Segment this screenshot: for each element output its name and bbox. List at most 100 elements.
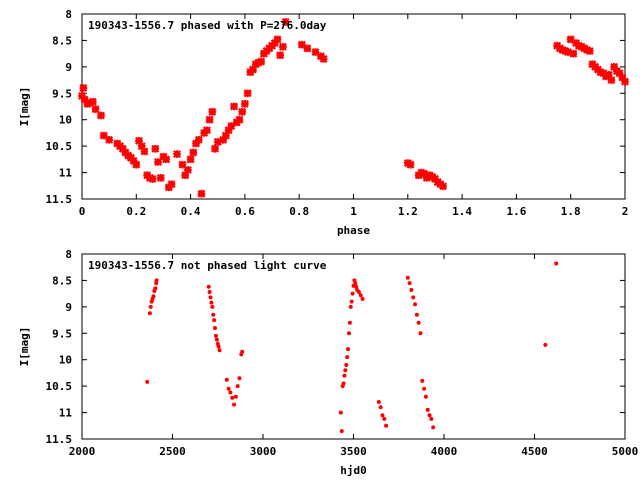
data-point (135, 136, 143, 145)
data-point (173, 150, 182, 159)
unphased-y-tick-label: 11.5 (46, 433, 73, 446)
data-point (148, 304, 153, 309)
data-point (319, 54, 328, 63)
data-point (178, 160, 187, 169)
phased-y-tick-label: 9 (65, 61, 72, 74)
data-point (341, 381, 346, 386)
data-point (297, 40, 306, 49)
data-point (249, 65, 258, 74)
data-point (382, 416, 387, 421)
phased-light-curve-panel: 0 0.2 0.4 0.6 0.8 1 1.2 1.4 1.6 1.8 2 8 8.5 9 9.5 10 10.… (18, 8, 629, 237)
data-point (202, 126, 211, 135)
unphased-plot-x-axis-label: hjd0 (340, 464, 367, 477)
data-point (145, 379, 150, 384)
unphased-plot-ticks: 2000 2500 3000 3500 4000 4500 5000 8 8.5 9 9.5 10 10… (46, 248, 639, 458)
data-point (343, 368, 348, 373)
data-point (358, 293, 363, 298)
data-point (439, 182, 448, 191)
data-point (257, 57, 266, 66)
data-point (564, 48, 572, 57)
data-point (607, 76, 616, 85)
data-point (411, 295, 416, 300)
data-point (230, 395, 235, 400)
data-point (238, 107, 247, 116)
data-point (348, 304, 353, 309)
unphased-plot-points (145, 261, 559, 434)
data-point (118, 144, 127, 153)
data-point (240, 99, 249, 108)
data-point (384, 423, 389, 428)
data-point (221, 131, 230, 140)
data-point (303, 44, 312, 53)
phased-plot-x-axis-label: phase (337, 224, 370, 237)
data-point (194, 135, 203, 144)
data-point (270, 39, 279, 48)
data-point (554, 261, 559, 266)
data-point (566, 35, 575, 44)
data-point (224, 377, 229, 382)
data-point (197, 189, 206, 198)
data-point (189, 148, 198, 157)
data-point (281, 17, 290, 26)
data-point (80, 95, 89, 104)
data-point (156, 173, 165, 182)
data-point (338, 410, 343, 415)
phased-y-tick-label: 9.5 (52, 87, 72, 100)
data-point (154, 158, 162, 166)
data-point (132, 160, 141, 169)
data-point (214, 337, 219, 342)
data-point (376, 400, 381, 404)
data-point (431, 425, 436, 430)
unphased-y-tick-label: 10.5 (46, 380, 73, 393)
data-point (423, 394, 428, 399)
phased-y-tick-label: 8 (65, 8, 72, 21)
data-point (240, 349, 245, 354)
phased-x-tick-label: 2 (622, 205, 629, 218)
data-point (211, 144, 220, 153)
phased-y-tick-label: 11 (59, 167, 73, 180)
data-point (405, 275, 410, 280)
data-point (610, 62, 619, 71)
unphased-plot-y-axis-label: I[mag] (18, 327, 31, 367)
data-point (212, 318, 217, 323)
data-point (233, 394, 238, 399)
data-point (615, 69, 624, 78)
data-point (154, 278, 159, 283)
data-point (243, 89, 252, 98)
data-point (349, 299, 354, 304)
data-point (79, 84, 88, 92)
unphased-y-tick-label: 8 (65, 248, 72, 261)
data-point (353, 281, 358, 286)
data-point (407, 281, 412, 286)
data-point (208, 107, 217, 116)
unphased-y-tick-label: 10 (59, 354, 72, 367)
data-point (378, 405, 383, 410)
data-point (211, 312, 216, 317)
phased-x-tick-label: 1.8 (561, 205, 581, 218)
phased-y-tick-label: 11.5 (46, 193, 73, 206)
data-point (420, 378, 425, 383)
data-point (105, 135, 114, 144)
data-point (206, 284, 211, 289)
data-point (273, 35, 282, 44)
data-point (585, 47, 594, 55)
data-point (151, 294, 156, 299)
phased-x-tick-label: 1.4 (452, 205, 472, 218)
data-point (344, 363, 349, 367)
data-point (148, 174, 157, 183)
data-point (278, 42, 287, 51)
data-point (621, 77, 629, 86)
data-point (183, 165, 192, 174)
phased-x-tick-label: 0 (79, 205, 86, 218)
data-point (228, 390, 233, 395)
phased-x-tick-label: 1.6 (506, 205, 526, 218)
data-point (409, 287, 414, 292)
data-point (99, 131, 108, 140)
data-point (129, 156, 138, 165)
data-point (569, 49, 578, 58)
phased-x-tick-label: 0.4 (181, 205, 201, 218)
data-point (422, 386, 427, 391)
data-point (97, 111, 105, 120)
data-point (543, 342, 548, 347)
